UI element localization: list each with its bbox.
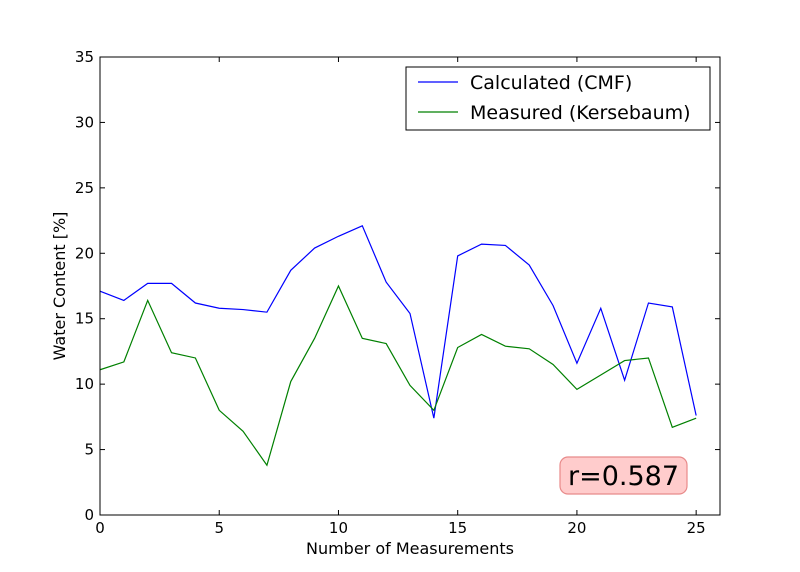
correlation-annotation: r=0.587 — [559, 456, 688, 495]
axes-layer: 0 5 10 15 20 25 0 5 10 15 20 25 30 35 Number of Measur… — [50, 48, 721, 558]
x-tick-label: 20 — [567, 519, 586, 537]
plot-area — [100, 57, 720, 515]
y-tick-label: 30 — [75, 113, 94, 131]
x-tick-label: 10 — [329, 519, 348, 537]
x-tick-label: 25 — [687, 519, 706, 537]
series-line-1 — [99, 225, 697, 419]
y-tick-label: 5 — [84, 441, 94, 459]
legend-label-2: Measured (Kersebaum) — [470, 102, 691, 124]
annotation-box — [559, 456, 688, 495]
y-axis-label: Water Content [%] — [50, 212, 69, 361]
x-axis-label: Number of Measurements — [306, 539, 514, 558]
series-line-2 — [99, 284, 697, 467]
x-tick-label: 5 — [214, 519, 224, 537]
y-tick-label: 10 — [75, 375, 94, 393]
x-tick-label: 15 — [448, 519, 467, 537]
series-layer — [99, 225, 697, 467]
axes-frame — [99, 56, 721, 516]
annotation-text: r=0.587 — [568, 461, 679, 492]
y-tick-label: 25 — [75, 179, 94, 197]
legend-label-1: Calculated (CMF) — [470, 72, 632, 94]
y-tick-label: 15 — [75, 310, 94, 328]
y-tick-label: 20 — [75, 244, 94, 262]
x-tick-label: 0 — [95, 519, 105, 537]
y-tick-label: 0 — [84, 506, 94, 524]
legend: Calculated (CMF) Measured (Kersebaum) — [405, 66, 711, 131]
legend-box — [405, 66, 711, 131]
y-tick-label: 35 — [75, 48, 94, 66]
